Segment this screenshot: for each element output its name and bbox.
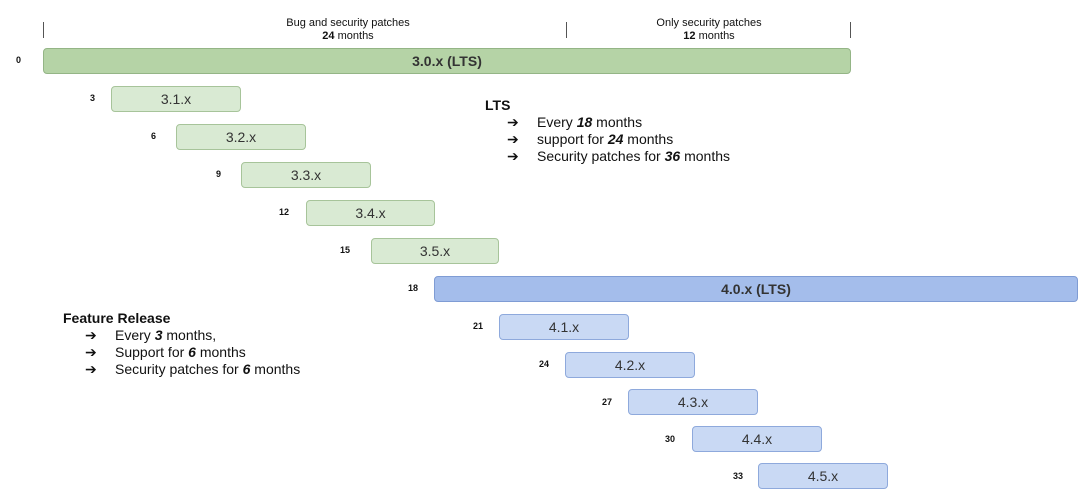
arrow-icon: ➔ <box>85 344 97 360</box>
feature-info-item: ➔ Support for 6 months <box>63 344 300 361</box>
timeline-tick-start <box>43 22 44 38</box>
feature-info-text: Security patches for 6 months <box>115 361 301 377</box>
lts-info-text: Security patches for 36 months <box>537 148 731 164</box>
month-label-15: 15 <box>340 245 351 255</box>
header-only-security-patches: Only security patches 12 months <box>600 17 818 43</box>
feature-info-item: ➔ Security patches for 6 months <box>63 361 300 378</box>
arrow-icon: ➔ <box>507 114 519 130</box>
lts-info-text: Every 18 months <box>537 114 643 130</box>
month-label-12: 12 <box>279 207 290 217</box>
month-label-0: 0 <box>16 55 22 65</box>
release-bar-3-1: 3.1.x <box>111 86 241 112</box>
release-bar-4-4: 4.4.x <box>692 426 822 452</box>
month-label-27: 27 <box>602 397 613 407</box>
timeline-tick-36-months <box>850 22 851 38</box>
month-label-30: 30 <box>665 434 676 444</box>
lts-info-item: ➔ Every 18 months <box>485 114 730 131</box>
month-label-6: 6 <box>151 131 157 141</box>
lts-info-title: LTS <box>485 97 511 113</box>
arrow-icon: ➔ <box>507 148 519 164</box>
month-label-24: 24 <box>539 359 550 369</box>
release-bar-4-3: 4.3.x <box>628 389 758 415</box>
release-bar-4-2: 4.2.x <box>565 352 695 378</box>
header-left-unit: months <box>337 30 374 42</box>
month-label-9: 9 <box>216 169 222 179</box>
release-bar-3-5: 3.5.x <box>371 238 499 264</box>
header-bug-security-patches: Bug and security patches 24 months <box>200 17 496 43</box>
release-bar-3-0-lts: 3.0.x (LTS) <box>43 48 851 74</box>
header-left-number: 24 <box>322 30 335 42</box>
month-label-18: 18 <box>408 283 419 293</box>
lts-info-text: support for 24 months <box>537 131 674 147</box>
release-bar-4-5: 4.5.x <box>758 463 888 489</box>
release-bar-4-1: 4.1.x <box>499 314 629 340</box>
arrow-icon: ➔ <box>85 327 97 343</box>
release-bar-4-0-lts: 4.0.x (LTS) <box>434 276 1078 302</box>
header-right-number: 12 <box>683 30 696 42</box>
timeline-tick-24-months <box>566 22 567 38</box>
header-right-unit: months <box>698 30 735 42</box>
release-bar-3-3: 3.3.x <box>241 162 371 188</box>
release-bar-3-2: 3.2.x <box>176 124 306 150</box>
arrow-icon: ➔ <box>507 131 519 147</box>
feature-release-info-box: Feature Release ➔ Every 3 months, ➔ Supp… <box>63 310 300 378</box>
header-left-line1: Bug and security patches <box>286 17 410 29</box>
lts-info-item: ➔ support for 24 months <box>485 131 730 148</box>
lts-info-box: LTS ➔ Every 18 months ➔ support for 24 m… <box>485 97 730 165</box>
feature-info-text: Support for 6 months <box>115 344 246 360</box>
feature-release-info-title: Feature Release <box>63 310 171 326</box>
feature-info-item: ➔ Every 3 months, <box>63 327 300 344</box>
month-label-3: 3 <box>90 93 96 103</box>
release-bar-3-4: 3.4.x <box>306 200 435 226</box>
feature-info-text: Every 3 months, <box>115 327 217 343</box>
arrow-icon: ➔ <box>85 361 97 377</box>
lts-info-item: ➔ Security patches for 36 months <box>485 148 730 165</box>
month-label-33: 33 <box>733 471 744 481</box>
month-label-21: 21 <box>473 321 484 331</box>
header-right-line1: Only security patches <box>656 17 762 29</box>
